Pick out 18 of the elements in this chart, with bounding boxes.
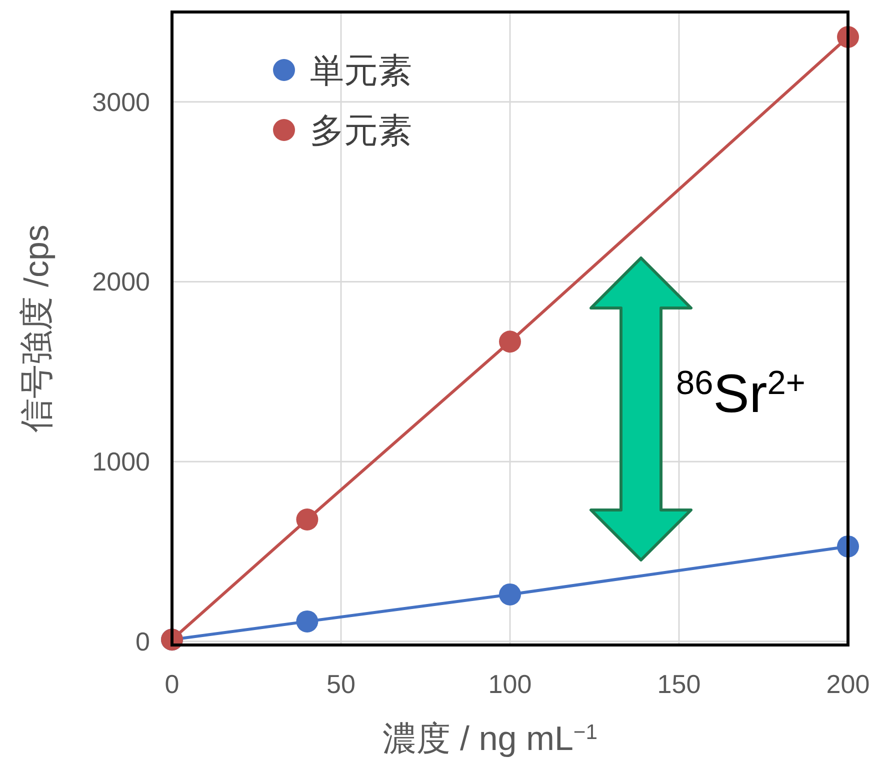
y-axis-title: 信号強度 /cps <box>18 224 56 432</box>
point <box>296 508 318 530</box>
y-tick-label: 0 <box>136 626 150 656</box>
y-tick-label: 3000 <box>92 86 150 117</box>
point <box>296 610 318 632</box>
point <box>499 330 521 353</box>
x-tick-label: 0 <box>164 669 180 699</box>
y-tick-label: 2000 <box>92 266 150 297</box>
x-tick-label: 150 <box>657 669 701 699</box>
x-tick-label: 200 <box>826 669 870 699</box>
x-axis-title: 濃度 / ng mL$^{−1}$ <box>382 720 598 758</box>
annotation: $^{86}$Sr$^{2+}$ <box>676 364 806 424</box>
y-tick-label: 1000 <box>92 446 150 477</box>
x-tick-label: 50 <box>326 669 356 699</box>
point <box>499 583 521 606</box>
legend-label: 多元素 <box>310 112 412 150</box>
legend-label: 単元素 <box>310 52 412 90</box>
x-tick-label: 100 <box>488 669 532 699</box>
